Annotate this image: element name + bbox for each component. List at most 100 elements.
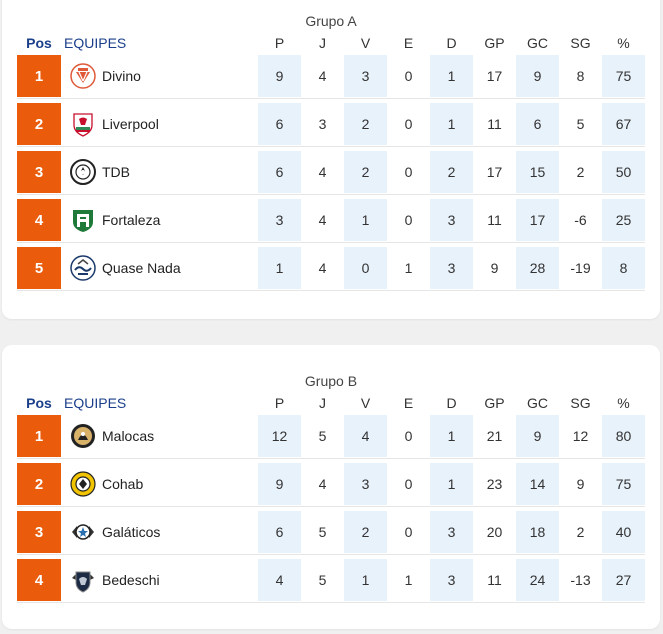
stat-p: 12 — [258, 415, 301, 457]
stat-d: 1 — [430, 463, 473, 505]
stat-v: 1 — [344, 199, 387, 241]
stat-sg: -13 — [570, 572, 591, 588]
stat-sg: -19 — [570, 260, 591, 276]
table-row[interactable]: 4 Bedeschi 4 5 1 1 3 11 24 -13 27 — [17, 559, 645, 603]
stat-j: 3 — [318, 116, 327, 132]
stat-j: 5 — [318, 428, 327, 444]
table-row[interactable]: 2 Liverpool 6 3 2 0 1 11 6 5 67 — [17, 103, 645, 147]
header-j: J — [319, 35, 326, 51]
group-a-card: Grupo A Pos EQUIPES P J V E D GP GC SG %… — [2, 0, 660, 319]
stat-e: 0 — [404, 68, 413, 84]
team-name[interactable]: Cohab — [102, 476, 144, 492]
rank-badge: 3 — [17, 511, 61, 553]
stat-e: 0 — [404, 476, 413, 492]
header-pct: % — [617, 35, 630, 51]
table-row[interactable]: 1 Malocas 12 5 4 0 1 21 9 12 80 — [17, 415, 645, 459]
header-pos: Pos — [26, 35, 52, 51]
stat-v: 0 — [344, 247, 387, 289]
stat-sg: 8 — [576, 68, 585, 84]
table-header: Pos EQUIPES P J V E D GP GC SG % — [2, 35, 660, 55]
stat-p: 1 — [258, 247, 301, 289]
team-name[interactable]: Galáticos — [102, 524, 161, 540]
stat-gp: 11 — [487, 116, 502, 132]
stat-v: 1 — [344, 559, 387, 601]
stat-e: 0 — [404, 164, 413, 180]
stat-j: 4 — [318, 476, 327, 492]
header-d: D — [446, 35, 457, 51]
stat-v: 2 — [344, 511, 387, 553]
stat-gp: 21 — [486, 428, 503, 444]
stat-p: 6 — [258, 103, 301, 145]
rank-badge: 3 — [17, 151, 61, 193]
team-name[interactable]: Malocas — [102, 428, 155, 444]
stat-d: 1 — [430, 103, 473, 145]
stat-v: 3 — [344, 463, 387, 505]
tdb-crest-icon — [70, 159, 96, 185]
rank-badge: 5 — [17, 247, 61, 289]
stat-d: 1 — [430, 55, 473, 97]
rank-badge: 2 — [17, 463, 61, 505]
stat-j: 5 — [318, 524, 327, 540]
header-gc: GC — [527, 395, 548, 411]
header-j: J — [319, 395, 326, 411]
rank-badge: 2 — [17, 103, 61, 145]
team-name[interactable]: Liverpool — [102, 116, 159, 132]
stat-gc: 9 — [516, 415, 559, 457]
stat-sg: 2 — [576, 164, 585, 180]
rank-badge: 4 — [17, 559, 61, 601]
stat-gp: 23 — [486, 476, 503, 492]
stat-j: 5 — [318, 572, 327, 588]
team-name[interactable]: TDB — [102, 164, 130, 180]
stat-gc: 15 — [516, 151, 559, 193]
group-title: Grupo B — [304, 373, 358, 389]
stat-j: 4 — [318, 164, 327, 180]
stat-pct: 8 — [602, 247, 645, 289]
stat-pct: 27 — [602, 559, 645, 601]
stat-d: 3 — [430, 199, 473, 241]
header-e: E — [403, 395, 414, 411]
team-name[interactable]: Bedeschi — [102, 572, 160, 588]
stat-j: 4 — [318, 212, 327, 228]
stat-e: 0 — [404, 212, 413, 228]
stat-p: 3 — [258, 199, 301, 241]
stat-pct: 75 — [602, 55, 645, 97]
team-name[interactable]: Divino — [102, 68, 141, 84]
header-pos: Pos — [26, 395, 52, 411]
team-name[interactable]: Quase Nada — [102, 260, 181, 276]
stat-gc: 28 — [516, 247, 559, 289]
stat-gp: 20 — [486, 524, 503, 540]
table-row[interactable]: 4 Fortaleza 3 4 1 0 3 11 17 -6 25 — [17, 199, 645, 243]
stat-gp: 11 — [487, 212, 502, 228]
stat-v: 2 — [344, 151, 387, 193]
stat-sg: 9 — [576, 476, 585, 492]
stat-sg: 2 — [576, 524, 585, 540]
header-v: V — [360, 35, 371, 51]
bedeschi-crest-icon — [70, 567, 96, 593]
divino-crest-icon — [70, 63, 96, 89]
header-v: V — [360, 395, 371, 411]
group-title: Grupo A — [305, 13, 357, 29]
cohab-crest-icon — [70, 471, 96, 497]
quase-nada-crest-icon — [70, 255, 96, 281]
group-b-card: Grupo B Pos EQUIPES P J V E D GP GC SG %… — [2, 345, 660, 629]
table-row[interactable]: 3 Galáticos 6 5 2 0 3 20 18 2 40 — [17, 511, 645, 555]
stat-e: 0 — [404, 524, 413, 540]
stat-d: 2 — [430, 151, 473, 193]
table-row[interactable]: 1 Divino 9 4 3 0 1 17 9 8 75 — [17, 55, 645, 99]
table-row[interactable]: 5 Quase Nada 1 4 0 1 3 9 28 -19 8 — [17, 247, 645, 291]
team-name[interactable]: Fortaleza — [102, 212, 161, 228]
stat-sg: 5 — [576, 116, 585, 132]
galaticos-crest-icon — [70, 519, 96, 545]
table-header: Pos EQUIPES P J V E D GP GC SG % — [2, 395, 660, 415]
table-row[interactable]: 2 Cohab 9 4 3 0 1 23 14 9 75 — [17, 463, 645, 507]
header-gp: GP — [484, 395, 505, 411]
stat-p: 6 — [258, 151, 301, 193]
stat-pct: 75 — [602, 463, 645, 505]
header-teams: EQUIPES — [64, 35, 127, 51]
rank-badge: 4 — [17, 199, 61, 241]
stat-j: 4 — [318, 260, 327, 276]
header-p: P — [274, 35, 285, 51]
table-row[interactable]: 3 TDB 6 4 2 0 2 17 15 2 50 — [17, 151, 645, 195]
stat-v: 4 — [344, 415, 387, 457]
fortaleza-crest-icon — [70, 207, 96, 233]
